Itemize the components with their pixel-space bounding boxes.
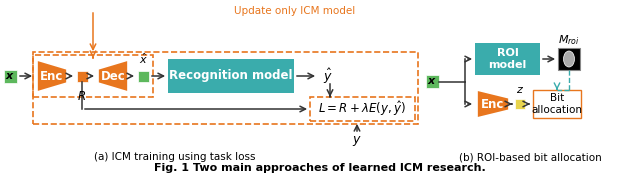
Bar [426, 75, 438, 88]
Polygon shape [477, 90, 509, 118]
Text: $\boldsymbol{x}$: $\boldsymbol{x}$ [5, 71, 15, 81]
Text: Recognition model: Recognition model [169, 69, 292, 83]
Polygon shape [98, 60, 128, 92]
Bar [33, 55, 153, 97]
Text: ROI
model: ROI model [488, 48, 527, 70]
Text: $y$: $y$ [352, 134, 362, 148]
Text: $L = R + \lambda E(y, \hat{y})$: $L = R + \lambda E(y, \hat{y})$ [319, 100, 406, 118]
Bar [558, 48, 580, 70]
Bar [3, 69, 17, 83]
Text: Enc: Enc [40, 69, 64, 83]
Text: (a) ICM training using task loss: (a) ICM training using task loss [94, 152, 256, 162]
Text: Update only ICM model: Update only ICM model [234, 6, 356, 16]
Text: Fig. 1 Two main approaches of learned ICM research.: Fig. 1 Two main approaches of learned IC… [154, 163, 486, 173]
Bar [138, 71, 148, 81]
Polygon shape [37, 60, 67, 92]
Text: $\boldsymbol{x}$: $\boldsymbol{x}$ [427, 76, 437, 86]
Bar [515, 99, 525, 109]
Bar [533, 90, 581, 118]
Text: (b) ROI-based bit allocation: (b) ROI-based bit allocation [459, 152, 602, 162]
Bar [77, 71, 88, 81]
Text: Dec: Dec [100, 69, 125, 83]
Text: $M_{roi}$: $M_{roi}$ [558, 33, 580, 47]
Text: $\hat{y}$: $\hat{y}$ [323, 66, 333, 86]
Ellipse shape [563, 51, 575, 67]
Text: $\hat{x}$: $\hat{x}$ [138, 52, 147, 66]
Bar [168, 59, 294, 93]
Text: Enc: Enc [481, 98, 505, 110]
Bar [310, 97, 415, 121]
Bar [33, 52, 418, 124]
Text: $z$: $z$ [516, 85, 524, 95]
Text: $R$: $R$ [77, 90, 86, 103]
Bar [475, 43, 540, 75]
Text: Bit
allocation: Bit allocation [531, 93, 582, 115]
